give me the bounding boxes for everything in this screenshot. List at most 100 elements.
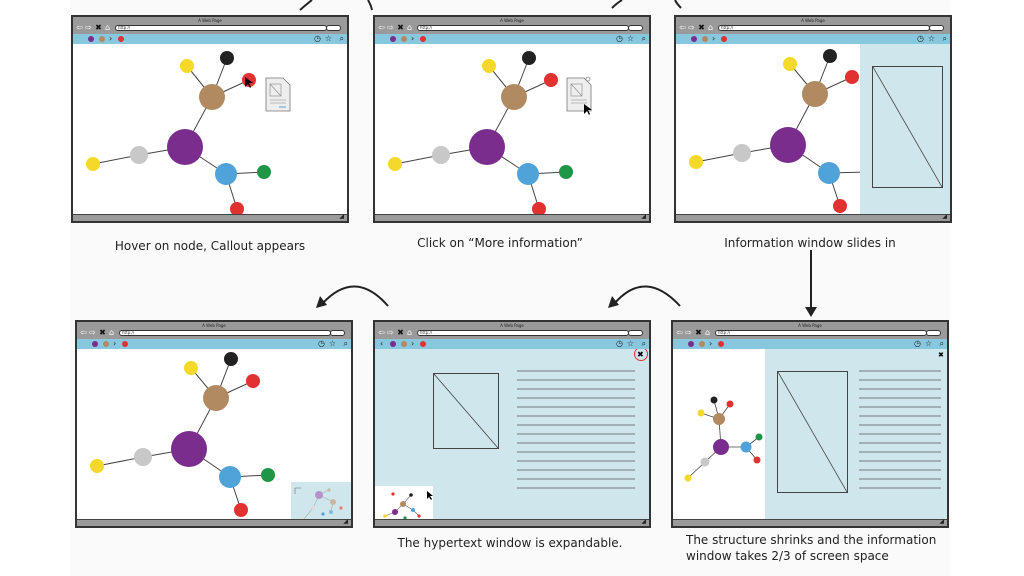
arrow-right-icon[interactable]: ⇨: [89, 328, 96, 337]
bookmark-dot[interactable]: [401, 341, 407, 347]
resize-icon[interactable]: ◢: [942, 213, 947, 220]
clock-icon[interactable]: ◷: [917, 34, 924, 43]
search-box[interactable]: [330, 330, 345, 336]
url-bar[interactable]: http://: [718, 25, 930, 31]
close-icon[interactable]: ✖: [698, 23, 705, 32]
bookmark-dot[interactable]: [103, 341, 109, 347]
bookmark-dot[interactable]: [420, 341, 426, 347]
search-box[interactable]: [326, 25, 341, 31]
resize-icon[interactable]: ◢: [343, 518, 348, 525]
clock-icon[interactable]: ◷: [616, 34, 623, 43]
url-bar[interactable]: http://: [119, 330, 331, 336]
arrow-left-icon[interactable]: ⇦: [676, 328, 683, 337]
chevron-left-icon[interactable]: ‹: [380, 339, 384, 348]
clock-icon[interactable]: ◷: [314, 34, 321, 43]
close-icon[interactable]: ✖: [397, 328, 404, 337]
arrow-right-icon[interactable]: ⇨: [688, 23, 695, 32]
document-icon: [566, 76, 592, 112]
bookmark-dot[interactable]: [691, 36, 697, 42]
bookmark-dot[interactable]: [688, 341, 694, 347]
search-icon[interactable]: ⌕: [339, 34, 344, 43]
close-icon[interactable]: ✖: [397, 23, 404, 32]
chevron-right-icon[interactable]: ›: [709, 339, 713, 348]
caption-hover: Hover on node, Callout appears: [114, 239, 306, 253]
resize-icon[interactable]: ◢: [641, 518, 646, 525]
info-panel-expanded[interactable]: ✖: [375, 349, 649, 520]
close-icon[interactable]: ✖: [938, 351, 944, 359]
home-icon[interactable]: ⌂: [406, 23, 413, 32]
minimized-graph-window[interactable]: [375, 486, 433, 520]
toolbar: › ◷ ☆ ⌕: [73, 34, 347, 44]
arrow-left-icon[interactable]: ⇦: [679, 23, 686, 32]
bookmark-dot[interactable]: [390, 341, 396, 347]
info-panel[interactable]: [860, 44, 950, 215]
resize-icon[interactable]: ◢: [939, 518, 944, 525]
bookmark-dot[interactable]: [699, 341, 705, 347]
star-icon[interactable]: ☆: [626, 34, 634, 43]
bookmark-dot[interactable]: [390, 36, 396, 42]
chevron-right-icon[interactable]: ›: [712, 34, 716, 43]
chevron-right-icon[interactable]: ›: [411, 339, 415, 348]
arrow-right-icon[interactable]: ⇨: [387, 328, 394, 337]
bookmark-dot[interactable]: [88, 36, 94, 42]
resize-icon[interactable]: ◢: [641, 213, 646, 220]
url-bar[interactable]: http://: [417, 25, 629, 31]
search-icon[interactable]: ⌕: [939, 339, 944, 348]
arrow-left-icon[interactable]: ⇦: [76, 23, 83, 32]
url-bar[interactable]: http://: [715, 330, 927, 336]
star-icon[interactable]: ☆: [328, 339, 336, 348]
close-icon[interactable]: ✖: [95, 23, 102, 32]
chevron-right-icon[interactable]: ›: [411, 34, 415, 43]
node-brown: [713, 413, 725, 425]
clock-icon[interactable]: ◷: [616, 339, 623, 348]
node-blue: [215, 163, 237, 185]
search-icon[interactable]: ⌕: [942, 34, 947, 43]
search-box[interactable]: [926, 330, 941, 336]
search-icon[interactable]: ⌕: [343, 339, 348, 348]
chevron-right-icon[interactable]: ›: [113, 339, 117, 348]
search-box[interactable]: [628, 330, 643, 336]
search-icon[interactable]: ⌕: [641, 339, 646, 348]
close-icon[interactable]: ✖: [695, 328, 702, 337]
bookmark-dot[interactable]: [122, 341, 128, 347]
bookmark-dot[interactable]: [99, 36, 105, 42]
bookmark-dot[interactable]: [721, 36, 727, 42]
star-icon[interactable]: ☆: [927, 34, 935, 43]
bookmark-dot[interactable]: [401, 36, 407, 42]
arrow-right-icon[interactable]: ⇨: [85, 23, 92, 32]
arrow-right-icon[interactable]: ⇨: [685, 328, 692, 337]
home-icon[interactable]: ⌂: [108, 328, 115, 337]
bookmark-dot[interactable]: [702, 36, 708, 42]
search-box[interactable]: [628, 25, 643, 31]
arrow-left-icon[interactable]: ⇦: [80, 328, 87, 337]
star-icon[interactable]: ☆: [924, 339, 932, 348]
resize-icon[interactable]: ◢: [339, 213, 344, 220]
close-icon[interactable]: ✖: [637, 350, 644, 359]
browser-frame-slide-in: A Web Page ⇦ ⇨ ✖ ⌂ http:// › ◷ ☆ ⌕: [674, 15, 952, 223]
search-icon[interactable]: ⌕: [641, 34, 646, 43]
home-icon[interactable]: ⌂: [704, 328, 711, 337]
arrow-left-icon[interactable]: ⇦: [378, 328, 385, 337]
bookmark-dot[interactable]: [718, 341, 724, 347]
url-bar[interactable]: http://: [115, 25, 327, 31]
minimized-info-window[interactable]: [291, 482, 351, 520]
bookmark-dot[interactable]: [92, 341, 98, 347]
page-content: [73, 44, 347, 215]
chevron-right-icon[interactable]: ›: [109, 34, 113, 43]
arrow-right-icon[interactable]: ⇨: [387, 23, 394, 32]
node-gray: [130, 146, 148, 164]
clock-icon[interactable]: ◷: [914, 339, 921, 348]
search-box[interactable]: [929, 25, 944, 31]
home-icon[interactable]: ⌂: [707, 23, 714, 32]
clock-icon[interactable]: ◷: [318, 339, 325, 348]
close-icon[interactable]: ✖: [99, 328, 106, 337]
url-bar[interactable]: http://: [417, 330, 629, 336]
home-icon[interactable]: ⌂: [104, 23, 111, 32]
star-icon[interactable]: ☆: [324, 34, 332, 43]
info-panel-two-thirds[interactable]: ✖: [765, 349, 947, 520]
arrow-left-icon[interactable]: ⇦: [378, 23, 385, 32]
home-icon[interactable]: ⌂: [406, 328, 413, 337]
star-icon[interactable]: ☆: [626, 339, 634, 348]
bookmark-dot[interactable]: [420, 36, 426, 42]
bookmark-dot[interactable]: [118, 36, 124, 42]
